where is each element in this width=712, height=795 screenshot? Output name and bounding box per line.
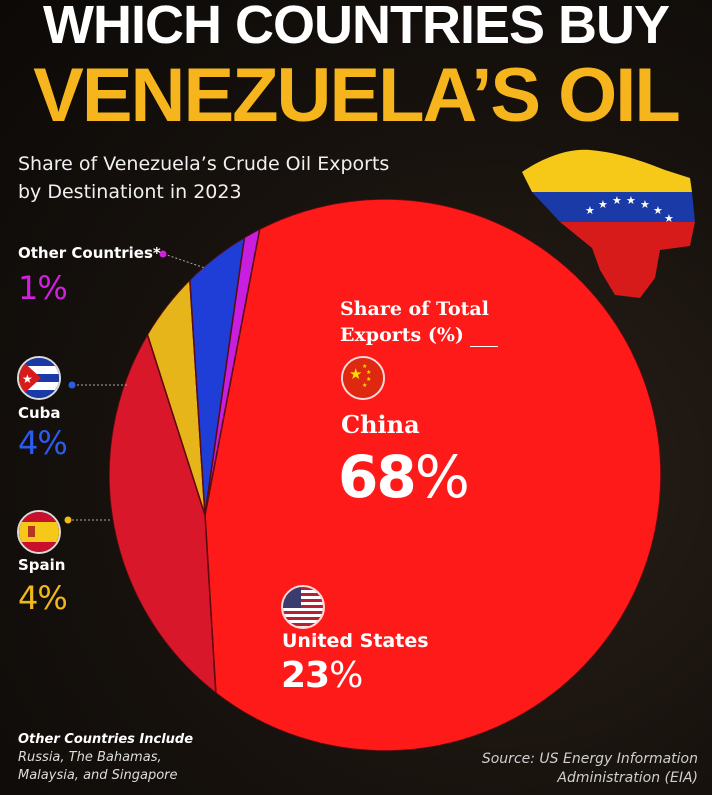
label-china-name: China xyxy=(341,410,420,439)
footnote-heading: Other Countries Include xyxy=(18,732,194,747)
source-note: Source: US Energy Information Administra… xyxy=(482,750,698,788)
label-us-name: United States xyxy=(282,630,429,652)
china-value-number: 68 xyxy=(338,443,417,511)
subtitle-line-1: Share of Venezuela’s Crude Oil Exports xyxy=(18,153,390,175)
svg-text:★: ★ xyxy=(362,382,367,389)
leader-dot-cuba xyxy=(68,381,76,389)
legend-line-1: Share of Total xyxy=(340,298,489,320)
pie-slice-other-countries xyxy=(204,227,261,516)
svg-text:★: ★ xyxy=(366,376,371,383)
source-line-1: Source: US Energy Information xyxy=(481,751,698,767)
svg-text:★: ★ xyxy=(653,204,663,217)
headline-line-2: VENEZUELA’S OIL xyxy=(33,53,681,138)
label-spain-name: Spain xyxy=(18,556,66,574)
headline-line-1: WHICH COUNTRIES BUY xyxy=(43,0,670,55)
cuba-flag-icon: ★ xyxy=(17,356,61,400)
leader-dot-spain xyxy=(64,516,72,524)
pie-slice-united-states xyxy=(109,332,217,695)
leader-dot-other xyxy=(159,250,167,258)
svg-text:★: ★ xyxy=(22,372,33,386)
footnote-line-1: Russia, The Bahamas, xyxy=(18,750,162,765)
footnote-line-2: Malaysia, and Singapore xyxy=(18,768,178,783)
label-us-value: 23% xyxy=(281,655,363,696)
venezuela-map-icon: ★ ★ ★ ★ ★ ★ ★ xyxy=(522,149,695,298)
svg-text:★: ★ xyxy=(349,365,362,383)
label-other-value: 1% xyxy=(18,269,68,307)
svg-text:★: ★ xyxy=(362,363,367,370)
subtitle-line-2: by Destinationt in 2023 xyxy=(18,181,242,203)
legend-title: Share of Total Exports (%) xyxy=(340,296,510,348)
china-flag-icon: ★ ★ ★ ★ ★ xyxy=(341,356,385,400)
label-china-value: 68% xyxy=(338,443,470,511)
svg-text:★: ★ xyxy=(366,369,371,376)
source-line-2: Administration (EIA) xyxy=(557,770,698,786)
footnote: Other Countries Include Russia, The Baha… xyxy=(18,731,193,785)
legend-underline xyxy=(470,346,498,347)
legend-line-2: Exports (%) xyxy=(340,324,464,346)
svg-text:★: ★ xyxy=(640,198,650,211)
svg-text:★: ★ xyxy=(612,194,622,207)
leader-line-other xyxy=(163,253,206,269)
usa-flag-icon xyxy=(281,585,325,629)
svg-text:★: ★ xyxy=(598,198,608,211)
us-value-number: 23 xyxy=(281,655,330,696)
svg-text:★: ★ xyxy=(585,204,595,217)
label-cuba-value: 4% xyxy=(18,424,68,462)
label-cuba-name: Cuba xyxy=(18,404,61,422)
spain-flag-icon xyxy=(17,510,61,554)
svg-text:★: ★ xyxy=(626,194,636,207)
label-spain-value: 4% xyxy=(18,579,68,617)
chart-subtitle: Share of Venezuela’s Crude Oil Exports b… xyxy=(18,150,458,206)
label-other-name: Other Countries* xyxy=(18,244,161,262)
svg-text:★: ★ xyxy=(664,212,674,225)
